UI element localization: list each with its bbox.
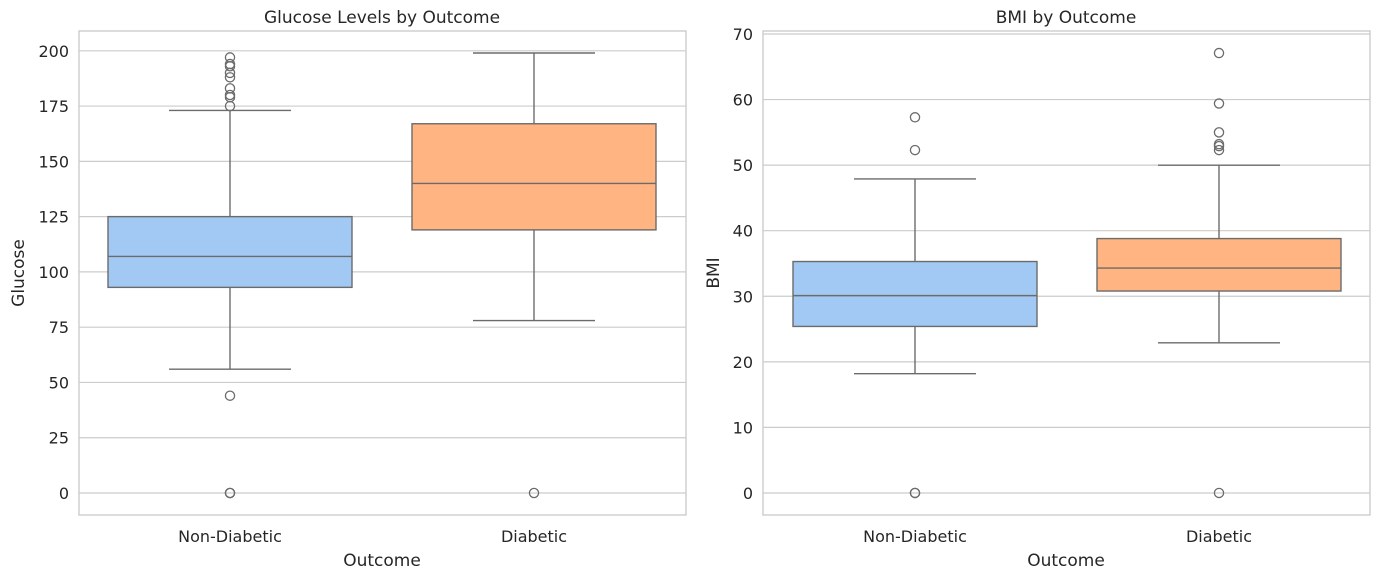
y-tick-label: 0 (59, 484, 69, 503)
y-tick-label: 175 (38, 97, 69, 116)
x-axis-label: Outcome (343, 551, 421, 571)
y-tick-label: 200 (38, 42, 69, 61)
x-tick-label: Non-Diabetic (178, 527, 282, 546)
y-tick-label: 150 (38, 152, 69, 171)
outlier-point (224, 52, 236, 63)
y-tick-label: 20 (733, 353, 753, 372)
plot-frame (78, 30, 687, 516)
box-group (1096, 47, 1342, 499)
iqr-box (107, 215, 353, 289)
y-axis-label: Glucose (9, 239, 29, 307)
y-tick-label: 100 (38, 263, 69, 282)
outlier-point (224, 83, 236, 94)
plot-frame (762, 30, 1371, 516)
outlier-point (909, 112, 921, 123)
y-tick-label: 10 (733, 418, 753, 437)
plot-area (762, 30, 1371, 516)
outlier-point (528, 487, 540, 499)
iqr-box (1096, 237, 1342, 292)
iqr-box (411, 123, 657, 231)
outlier-point (909, 144, 921, 156)
y-tick-label: 75 (49, 318, 69, 337)
outlier-point (1213, 98, 1225, 109)
box-group (792, 112, 1038, 499)
y-tick-label: 30 (733, 287, 753, 306)
y-tick-label: 50 (733, 156, 753, 175)
outlier-point (224, 58, 236, 70)
outlier-point (224, 390, 236, 401)
outlier-point (1213, 47, 1225, 59)
glucose-boxplot-panel: Glucose Levels by Outcome Glucose Outcom… (9, 8, 687, 571)
x-tick-label: Non-Diabetic (863, 527, 967, 546)
outlier-point (1213, 487, 1225, 499)
outlier-point (224, 91, 236, 103)
box-group (107, 52, 353, 499)
y-tick-label: 70 (733, 25, 753, 44)
iqr-box (792, 260, 1038, 328)
outlier-point (224, 72, 236, 83)
outlier-point (224, 487, 236, 499)
chart-title: Glucose Levels by Outcome (264, 8, 500, 28)
y-axis-label: BMI (704, 257, 724, 288)
y-tick-label: 125 (38, 208, 69, 227)
outlier-point (224, 61, 236, 72)
chart-title: BMI by Outcome (996, 8, 1137, 28)
y-tick-label: 60 (733, 91, 753, 110)
outlier-point (1213, 138, 1225, 150)
x-tick-label: Diabetic (1186, 527, 1252, 546)
y-tick-label: 50 (49, 373, 69, 392)
bmi-boxplot-panel: BMI by Outcome BMI Outcome Non-Diabetic … (704, 8, 1371, 571)
outlier-point (1213, 127, 1225, 138)
outlier-point (224, 89, 236, 101)
y-tick-label: 40 (733, 222, 753, 241)
box-group (411, 52, 657, 499)
x-tick-label: Diabetic (501, 527, 567, 546)
outlier-point (1213, 144, 1225, 156)
outlier-point (909, 487, 921, 499)
y-tick-label: 25 (49, 429, 69, 448)
x-axis-label: Outcome (1027, 551, 1105, 571)
y-tick-label: 0 (743, 484, 753, 503)
